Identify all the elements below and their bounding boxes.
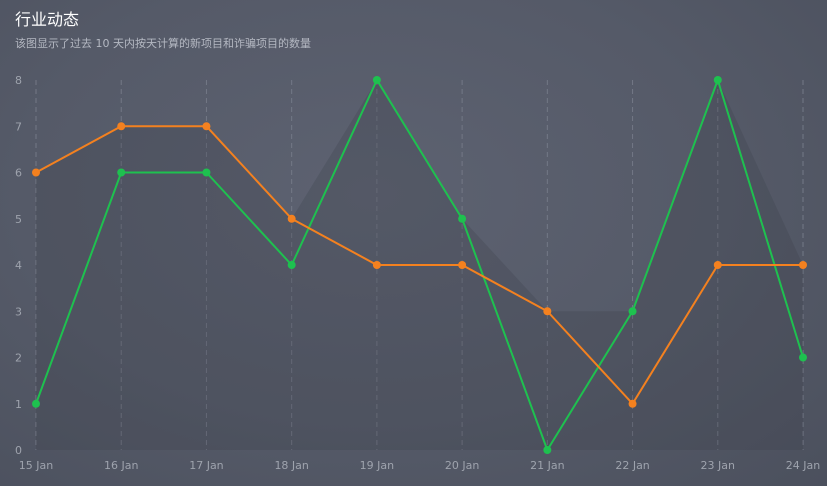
x-tick-label: 19 Jan bbox=[360, 459, 394, 472]
series-1-point[interactable] bbox=[458, 214, 467, 223]
y-tick-label: 0 bbox=[15, 444, 22, 457]
series-2-point[interactable] bbox=[713, 261, 722, 269]
y-tick-label: 5 bbox=[15, 213, 22, 226]
series-2-point[interactable] bbox=[372, 261, 381, 269]
chart-title: 行业动态 bbox=[15, 10, 80, 29]
series-1-point[interactable] bbox=[287, 261, 296, 269]
chart-subtitle: 该图显示了过去 10 天内按天计算的新项目和诈骗项目的数量 bbox=[15, 37, 311, 50]
x-tick-label: 17 Jan bbox=[189, 459, 223, 472]
y-tick-label: 2 bbox=[15, 352, 22, 365]
series-1-point[interactable] bbox=[117, 168, 126, 177]
series-1-point[interactable] bbox=[202, 168, 211, 177]
series-2-point[interactable] bbox=[202, 122, 211, 131]
series-2-point[interactable] bbox=[628, 399, 637, 408]
x-tick-label: 23 Jan bbox=[701, 459, 735, 472]
point-layer bbox=[32, 76, 807, 454]
y-tick-label: 7 bbox=[15, 120, 22, 133]
series-1-point[interactable] bbox=[799, 353, 807, 362]
y-tick-label: 4 bbox=[15, 259, 22, 272]
x-tick-label: 24 Jan bbox=[786, 459, 820, 472]
series-1-point[interactable] bbox=[713, 76, 722, 84]
y-tick-label: 6 bbox=[15, 167, 22, 180]
x-tick-label: 15 Jan bbox=[19, 459, 53, 472]
series-2-point[interactable] bbox=[543, 307, 552, 316]
x-tick-label: 18 Jan bbox=[274, 459, 308, 472]
x-tick-label: 20 Jan bbox=[445, 459, 479, 472]
series-1-line bbox=[35, 79, 804, 451]
series-1-point[interactable] bbox=[372, 76, 381, 84]
label-layer: 0 1 2 3 4 5 6 7 8 15 Jan 16 Jan 17 Jan 18 Jan 19 Jan 2… bbox=[15, 74, 820, 472]
series-2-point[interactable] bbox=[287, 214, 296, 223]
series-2-point[interactable] bbox=[799, 261, 807, 269]
series-2-line bbox=[35, 125, 803, 405]
y-tick-label: 8 bbox=[15, 74, 22, 87]
series-1-point[interactable] bbox=[543, 446, 552, 454]
series-2-point[interactable] bbox=[458, 261, 467, 269]
line-layer bbox=[35, 79, 804, 451]
x-tick-label: 22 Jan bbox=[615, 459, 649, 472]
series-1-point[interactable] bbox=[32, 399, 40, 408]
x-tick-label: 21 Jan bbox=[530, 459, 564, 472]
y-tick-label: 1 bbox=[15, 398, 22, 411]
series-1-point[interactable] bbox=[628, 307, 637, 316]
x-tick-label: 16 Jan bbox=[104, 459, 138, 472]
y-tick-label: 3 bbox=[15, 305, 22, 318]
series-2-point[interactable] bbox=[117, 122, 126, 131]
series-2-point[interactable] bbox=[32, 168, 40, 177]
